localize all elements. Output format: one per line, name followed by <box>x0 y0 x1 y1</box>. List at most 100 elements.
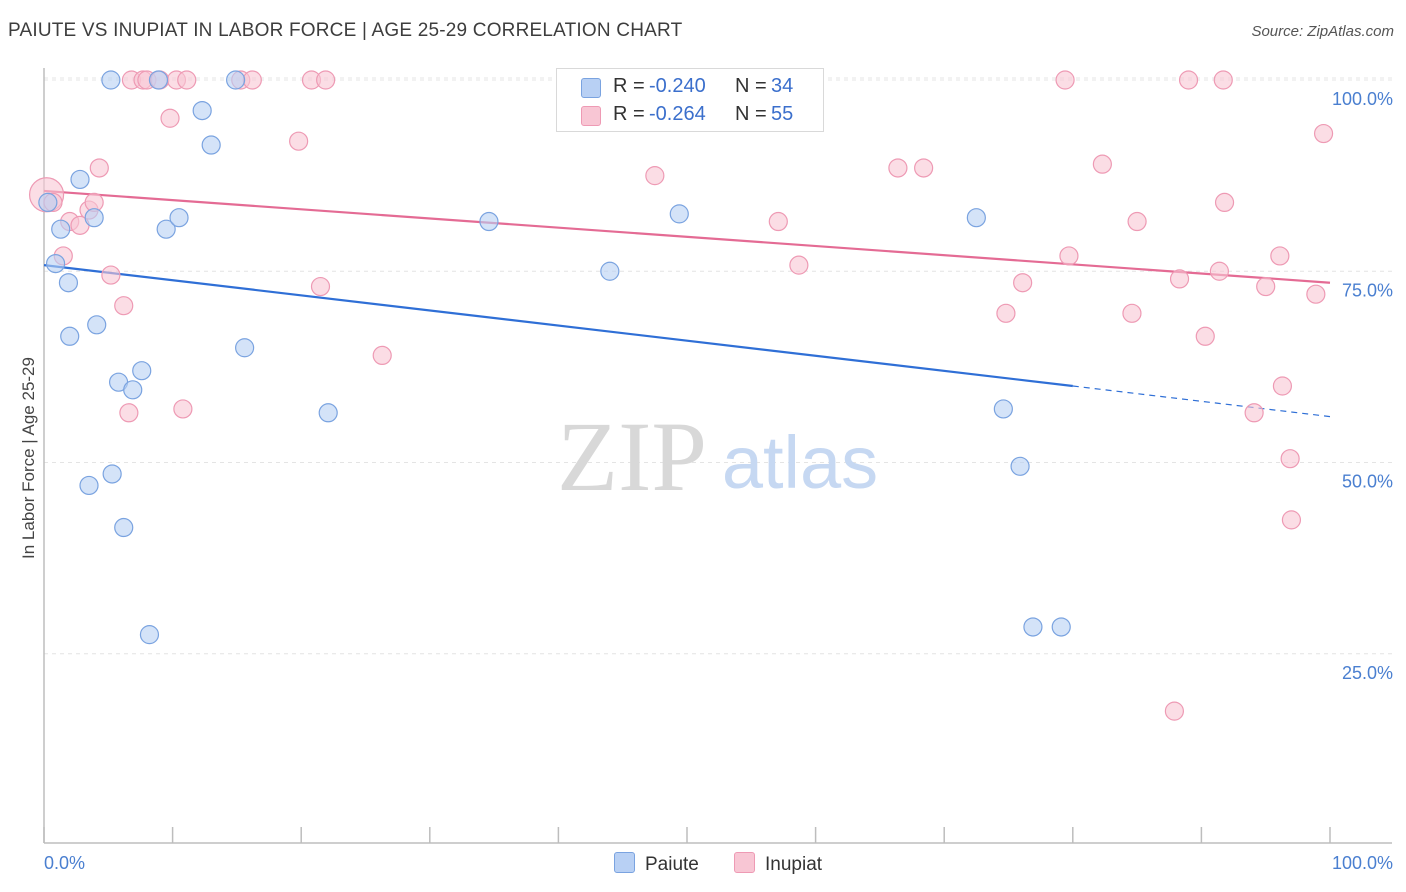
inupiat-point <box>645 166 665 186</box>
inupiat-r-value: -0.264 <box>649 103 706 125</box>
x-tick-label: 0.0% <box>44 853 85 873</box>
inupiat-point <box>789 255 809 275</box>
grid-lines <box>44 77 1392 655</box>
paiute-point <box>45 254 66 274</box>
y-tick-label: 100.0% <box>1332 89 1393 109</box>
paiute-point <box>600 261 620 281</box>
paiute-trend-line <box>43 264 1073 388</box>
paiute-r-label: R = <box>613 75 645 97</box>
inupiat-point <box>888 158 908 178</box>
paiute-point <box>993 399 1013 419</box>
inupiat-n-label: N = <box>735 103 767 125</box>
paiute-point <box>132 361 152 381</box>
paiute-point <box>123 380 143 400</box>
inupiat-point <box>1280 449 1300 469</box>
inupiat-point <box>1013 273 1033 293</box>
paiute-point <box>192 100 212 121</box>
inupiat-point <box>289 131 309 151</box>
inupiat-point <box>310 276 331 297</box>
inupiat-point <box>914 158 934 178</box>
inupiat-point <box>1059 246 1079 266</box>
correlation-legend: R = -0.240 N = 34 R = -0.264 N = 55 <box>556 68 824 132</box>
paiute-point <box>38 192 58 212</box>
paiute-point <box>669 204 689 224</box>
inupiat-point <box>1270 246 1290 266</box>
inupiat-point <box>1244 403 1264 423</box>
inupiat-point <box>1214 192 1235 212</box>
data-points <box>28 70 1334 721</box>
y-tick-label: 25.0% <box>1342 663 1393 683</box>
paiute-point <box>87 315 107 335</box>
inupiat-point <box>160 108 180 128</box>
paiute-point <box>201 135 221 155</box>
inupiat-r-label: R = <box>613 103 645 125</box>
chart-title: PAIUTE VS INUPIAT IN LABOR FORCE | AGE 2… <box>8 20 683 41</box>
inupiat-point <box>1178 70 1199 90</box>
trend-lines <box>43 189 1331 418</box>
paiute-point <box>235 338 255 358</box>
paiute-point <box>79 475 99 496</box>
paiute-swatch <box>581 78 601 98</box>
paiute-point <box>60 326 80 346</box>
watermark: ZIP atlas <box>557 401 878 512</box>
inupiat-point <box>101 265 121 285</box>
y-tick-label: 50.0% <box>1342 472 1393 492</box>
inupiat-point <box>1306 284 1326 304</box>
legend-item-inupiat: Inupiat <box>734 852 822 876</box>
inupiat-point <box>242 70 262 90</box>
watermark-atlas: atlas <box>722 421 878 504</box>
inupiat-point <box>177 70 197 90</box>
legend-row-paiute: R = -0.240 N = 34 <box>557 73 823 101</box>
source-label: Source: ZipAtlas.com <box>1251 23 1394 40</box>
tick-labels: 25.0% 50.0% 75.0% 100.0% 0.0% 100.0% <box>44 89 1393 873</box>
inupiat-point <box>1313 123 1334 144</box>
paiute-n-label: N = <box>735 75 767 97</box>
paiute-point <box>226 70 246 90</box>
legend-item-paiute: Paiute <box>614 852 699 876</box>
x-tick-label: 100.0% <box>1332 853 1393 873</box>
inupiat-point <box>1055 70 1075 90</box>
inupiat-point <box>173 399 193 419</box>
paiute-n-value: 34 <box>771 75 794 97</box>
inupiat-point <box>1092 154 1112 174</box>
inupiat-point <box>1209 261 1230 281</box>
paiute-point <box>114 517 134 538</box>
paiute-point <box>1023 617 1043 637</box>
inupiat-point <box>1272 376 1293 396</box>
paiute-point <box>1010 456 1030 476</box>
paiute-point <box>139 625 160 645</box>
paiute-point <box>1051 617 1071 637</box>
inupiat-trend-line <box>43 189 1331 284</box>
inupiat-point <box>1122 303 1142 323</box>
inupiat-n-value: 55 <box>771 103 794 125</box>
inupiat-point <box>119 403 139 423</box>
paiute-point <box>169 208 189 228</box>
inupiat-point <box>996 303 1016 323</box>
inupiat-legend-label: Inupiat <box>765 854 823 875</box>
paiute-legend-swatch <box>614 852 635 873</box>
paiute-point <box>58 273 79 293</box>
axes <box>43 68 1392 844</box>
inupiat-point <box>1281 510 1302 530</box>
inupiat-legend-swatch <box>734 852 755 873</box>
inupiat-point <box>1256 276 1276 297</box>
paiute-point <box>156 219 176 239</box>
inupiat-point <box>1213 70 1233 90</box>
inupiat-swatch <box>581 106 601 126</box>
inupiat-point <box>1195 326 1215 346</box>
inupiat-point <box>1169 269 1190 289</box>
paiute-point <box>101 70 121 90</box>
paiute-point <box>70 169 90 190</box>
inupiat-point <box>372 345 392 365</box>
paiute-r-value: -0.240 <box>649 75 706 97</box>
y-axis-label: In Labor Force | Age 25-29 <box>19 357 38 559</box>
paiute-point <box>84 208 104 228</box>
inupiat-point <box>1127 211 1147 232</box>
inupiat-point <box>89 158 109 178</box>
paiute-point <box>318 403 338 423</box>
inupiat-point <box>1164 701 1184 721</box>
paiute-point <box>479 211 499 232</box>
legend-row-inupiat: R = -0.264 N = 55 <box>557 101 823 129</box>
watermark-zip: ZIP <box>557 401 707 512</box>
